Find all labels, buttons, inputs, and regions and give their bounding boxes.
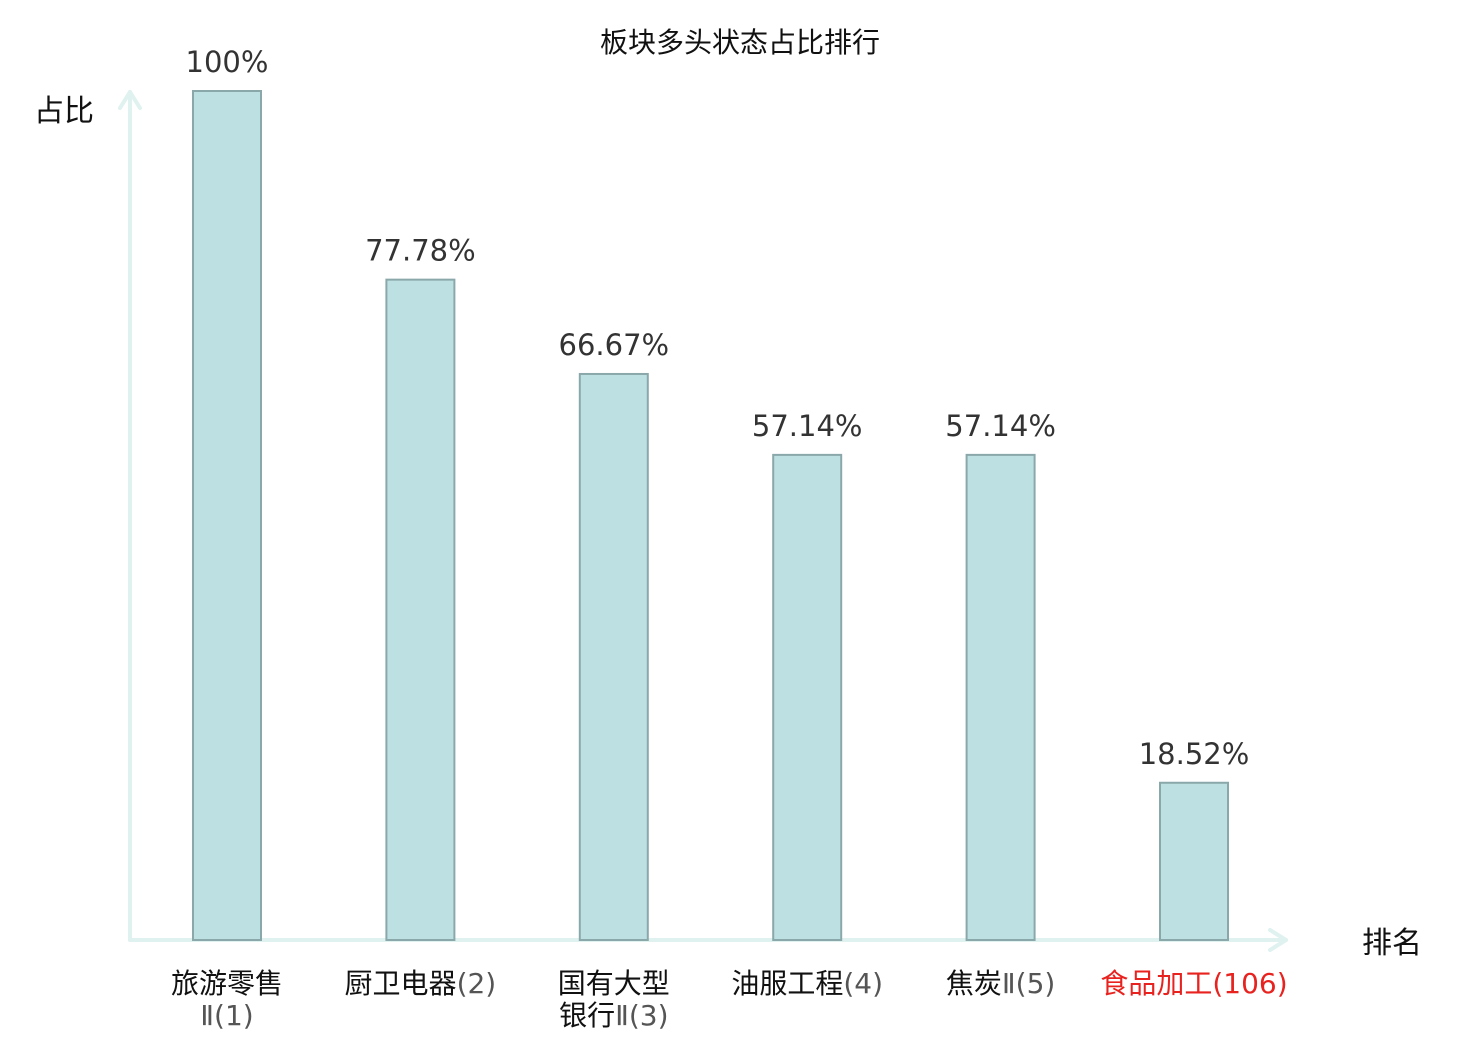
bar-value-label: 77.78%	[365, 234, 476, 268]
x-tick-label: 食品加工(106)	[1100, 967, 1287, 1000]
bar	[192, 90, 262, 941]
x-tick-label: 国有大型银行Ⅱ(3)	[558, 967, 670, 1032]
bar-value-label: 57.14%	[945, 409, 1056, 443]
x-tick-label-line: 食品加工(106)	[1100, 967, 1287, 1000]
x-tick-rank: (106)	[1212, 967, 1287, 1000]
chart-title: 板块多头状态占比排行	[600, 26, 880, 59]
x-tick-label-line: 焦炭Ⅱ(5)	[946, 967, 1055, 1000]
x-tick-rank: Ⅱ(1)	[200, 999, 253, 1032]
x-tick-label-line: 国有大型	[558, 967, 670, 1000]
x-axis-arrow-icon	[1268, 928, 1288, 952]
bar-value-label: 57.14%	[752, 409, 863, 443]
x-tick-label-line: 旅游零售	[171, 967, 283, 1000]
value-labels: 100% 77.78% 66.67% 57.14% 57.14% 18.52%	[186, 45, 1250, 771]
bar-value-label: 66.67%	[559, 328, 670, 362]
x-tick-rank: Ⅱ(3)	[615, 999, 668, 1032]
y-axis-arrow-icon	[118, 90, 142, 110]
bars	[192, 90, 1229, 942]
x-tick-label: 旅游零售 Ⅱ(1)	[171, 967, 283, 1032]
x-tick-label-line: 油服工程(4)	[731, 967, 883, 1000]
x-tick-rank: (4)	[843, 967, 883, 1000]
x-tick-rank: (2)	[457, 967, 497, 1000]
x-axis-title: 排名	[1362, 926, 1422, 961]
x-tick-label-line: Ⅱ(1)	[200, 999, 253, 1032]
y-axis-title: 占比	[34, 94, 94, 129]
bar-value-label: 100%	[186, 45, 269, 79]
x-tick-label-line: 厨卫电器(2)	[345, 967, 497, 1000]
bar	[1159, 781, 1229, 941]
bar	[385, 278, 456, 941]
x-tick-rank: Ⅱ(5)	[1002, 967, 1055, 1000]
bar	[965, 453, 1036, 941]
x-tick-label: 厨卫电器(2)	[345, 967, 497, 1000]
x-tick-labels: 旅游零售 Ⅱ(1) 厨卫电器(2) 国有大型银行Ⅱ(3) 油服工程(4) 焦炭Ⅱ(5) 食品…	[171, 967, 1288, 1032]
bar-value-label: 18.52%	[1139, 737, 1250, 771]
x-tick-category-name: 食品加工	[1100, 967, 1212, 1000]
x-tick-category-name: 厨卫电器	[345, 967, 457, 1000]
x-tick-category-name: 油服工程	[731, 967, 843, 1000]
x-tick-label: 油服工程(4)	[731, 967, 883, 1000]
bar	[772, 453, 843, 941]
bar	[578, 372, 649, 942]
x-tick-label: 焦炭Ⅱ(5)	[946, 967, 1055, 1000]
x-tick-category-name: 银行	[559, 999, 615, 1032]
x-tick-category-name: 焦炭	[946, 967, 1002, 1000]
x-tick-label-line: 银行Ⅱ(3)	[559, 999, 668, 1032]
axes	[118, 90, 1288, 952]
